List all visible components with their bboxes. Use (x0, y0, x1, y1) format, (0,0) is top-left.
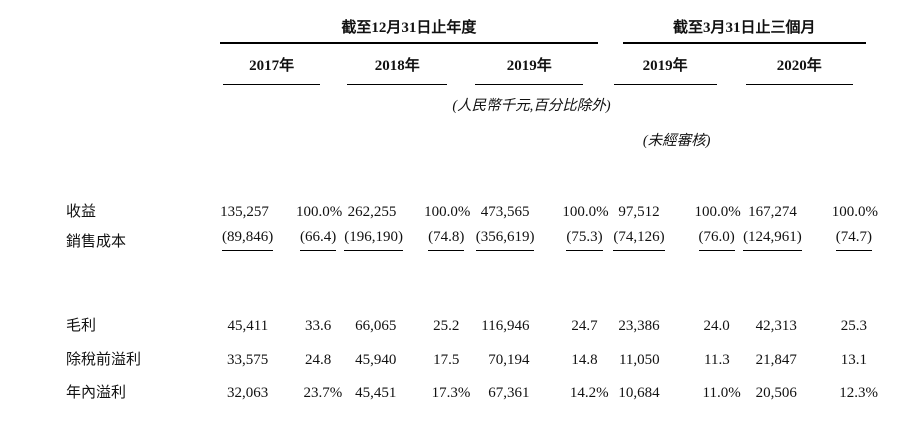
row-label: 收益 (66, 204, 97, 220)
table-cell: 14.8 (571, 352, 598, 368)
row-label: 年內溢利 (66, 385, 127, 401)
table-cell: (74.8) (402, 221, 472, 251)
table-cell: 32,063 (226, 385, 269, 401)
table-cell: 135,257 (220, 204, 269, 220)
table-cell: 25.2 (433, 318, 460, 334)
table-cell: 100.0% (831, 204, 878, 220)
table-cell: 45,411 (227, 318, 269, 334)
table-row-cost-of-sales: 銷售成本 (89,846) (66.4) (196,190) (74.8) (3… (60, 221, 880, 251)
table-cell: 11,050 (618, 352, 660, 368)
table-cell: 45,940 (355, 352, 397, 368)
table-cell: 45,451 (355, 385, 397, 401)
table-cell: 12.3% (839, 385, 878, 401)
table-cell: (74,126) (611, 221, 666, 251)
table-cell: 11.0% (702, 385, 741, 401)
unaudited-note-row: (未經審核) (60, 115, 880, 150)
year-header-2019: 2019年 (472, 44, 610, 85)
table-cell: 116,946 (481, 318, 530, 334)
table-cell: (356,619) (472, 221, 535, 251)
row-label: 銷售成本 (66, 234, 127, 250)
table-cell: 13.1 (840, 352, 867, 368)
table-cell: 23,386 (618, 318, 660, 334)
group-header-q1: 截至3月31日止三個月 (611, 12, 880, 44)
table-cell: 167,274 (748, 204, 797, 220)
table-cell: 100.0% (562, 204, 609, 220)
table-cell: (76.0) (666, 221, 743, 251)
table-cell: 97,512 (618, 204, 660, 220)
units-note-row: (人民幣千元,百分比除外) (60, 85, 880, 115)
table-row-profit-for-year: 年內溢利 32,063 23.7% 45,451 17.3% 67,361 14… (60, 369, 880, 402)
table-cell: 100.0% (296, 204, 343, 220)
table-cell: 100.0% (424, 204, 471, 220)
row-label: 除稅前溢利 (66, 352, 142, 368)
table-cell: 100.0% (694, 204, 741, 220)
row-label: 毛利 (66, 318, 97, 334)
table-cell: 262,255 (347, 204, 397, 220)
table-cell: 473,565 (480, 204, 530, 220)
table-cell: 14.2% (569, 385, 609, 401)
year-header-row: 2017年 2018年 2019年 2019年 2020年 (60, 44, 880, 85)
table-cell: 25.3 (840, 318, 867, 334)
table-cell: 11.3 (704, 352, 730, 368)
group-title-three-months-mar31: 截至3月31日止三個月 (622, 16, 866, 44)
table-cell: 42,313 (755, 318, 797, 334)
spacer-row (60, 251, 880, 309)
financial-summary-table: 截至12月31日止年度 截至3月31日止三個月 2017年 2018年 2019… (60, 12, 880, 402)
table-cell: 24.0 (703, 318, 730, 334)
table-cell: 23.7% (303, 385, 343, 401)
unaudited-note: (未經審核) (642, 133, 711, 149)
year-header-2018: 2018年 (344, 44, 472, 85)
group-header-fy: 截至12月31日止年度 (220, 12, 610, 44)
table-cell: 66,065 (355, 318, 397, 334)
group-header-row: 截至12月31日止年度 截至3月31日止三個月 (60, 12, 880, 44)
table-row-revenue: 收益 135,257 100.0% 262,255 100.0% 473,565… (60, 195, 880, 221)
table-cell: 24.8 (305, 352, 332, 368)
year-header-q1-2020: 2020年 (743, 44, 880, 85)
units-note: (人民幣千元,百分比除外) (452, 98, 611, 114)
table-cell: 33,575 (226, 352, 269, 368)
table-cell: 70,194 (488, 352, 530, 368)
table-cell: (75.3) (535, 221, 610, 251)
table-row-gross-profit: 毛利 45,411 33.6 66,065 25.2 116,946 24.7 … (60, 309, 880, 335)
table-cell: (89,846) (220, 221, 274, 251)
table-cell: 10,684 (618, 385, 660, 401)
table-cell: 21,847 (755, 352, 797, 368)
year-header-2017: 2017年 (220, 44, 344, 85)
table-cell: 67,361 (488, 385, 530, 401)
table-cell: (196,190) (344, 221, 404, 251)
year-header-q1-2019: 2019年 (611, 44, 743, 85)
spacer-row (60, 150, 880, 195)
table-cell: (66.4) (274, 221, 344, 251)
table-cell: 17.3% (431, 385, 471, 401)
label-column-header (60, 12, 220, 44)
table-cell: 20,506 (755, 385, 797, 401)
table-cell: (124,961) (743, 221, 803, 251)
table-cell: 17.5 (433, 352, 460, 368)
table-row-profit-before-tax: 除稅前溢利 33,575 24.8 45,940 17.5 70,194 14.… (60, 335, 880, 369)
table-cell: 33.6 (305, 318, 332, 334)
group-title-year-ended-dec31: 截至12月31日止年度 (220, 16, 598, 44)
table-cell: (74.7) (803, 221, 880, 251)
table-cell: 24.7 (571, 318, 598, 334)
